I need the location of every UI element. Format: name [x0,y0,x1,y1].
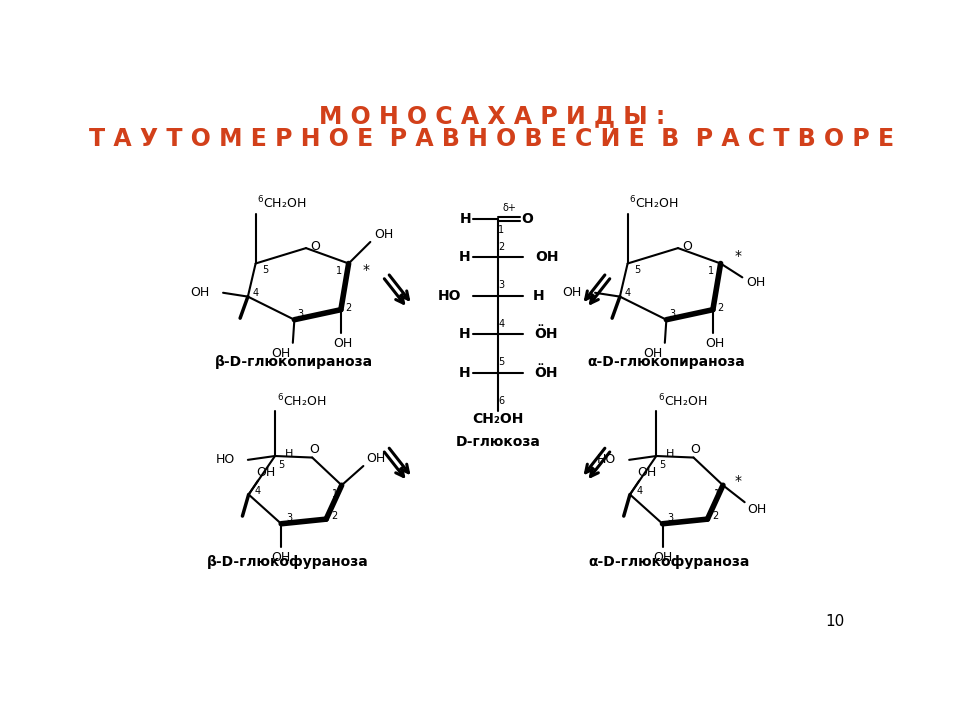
Text: OH: OH [190,287,209,300]
Text: 3: 3 [669,309,676,318]
Text: 4: 4 [252,288,258,298]
Text: $^6$CH₂OH: $^6$CH₂OH [257,195,306,212]
Text: ÖH: ÖH [534,366,558,380]
Text: *: * [734,249,741,263]
Text: O: O [521,212,534,226]
Text: OH: OH [271,347,290,360]
Text: 10: 10 [825,614,844,629]
Text: $^6$CH₂OH: $^6$CH₂OH [658,392,708,409]
Text: OH: OH [536,251,559,264]
Text: CH₂OH: CH₂OH [472,412,524,426]
Text: β-D-глюкопираноза: β-D-глюкопираноза [215,355,373,369]
Text: *: * [362,263,370,276]
Text: 1: 1 [713,490,720,500]
Text: 2: 2 [717,303,724,313]
Text: 3: 3 [298,309,303,318]
Text: 1: 1 [708,266,714,276]
Text: М О Н О С А Х А Р И Д Ы :: М О Н О С А Х А Р И Д Ы : [319,104,665,127]
Text: HO: HO [438,289,461,303]
Text: $^6$CH₂OH: $^6$CH₂OH [276,392,325,409]
Text: 1: 1 [332,490,339,500]
Text: H: H [458,366,469,380]
Text: H: H [285,449,293,459]
Text: 5: 5 [278,460,284,470]
Text: 3: 3 [498,280,504,290]
Text: 4: 4 [625,288,631,298]
Text: HO: HO [215,454,234,467]
Text: *: * [735,474,742,488]
Text: HO: HO [597,454,616,467]
Text: OH: OH [746,276,765,289]
Text: 1: 1 [336,266,343,276]
Text: H: H [532,289,544,303]
Text: β-D-глюкофураноза: β-D-глюкофураноза [206,555,369,570]
Text: OH: OH [333,337,352,350]
Text: D-глюкоза: D-глюкоза [456,435,540,449]
Text: OH: OH [373,228,394,240]
Text: 4: 4 [498,318,504,328]
Text: OH: OH [748,503,767,516]
Text: 1: 1 [498,225,504,235]
Text: OH: OH [705,337,724,350]
Text: O: O [683,240,692,253]
Text: OH: OH [366,452,385,465]
Text: OH: OH [653,551,672,564]
Text: 5: 5 [634,265,640,274]
Text: δ+: δ+ [502,203,516,213]
Text: ÖH: ÖH [534,328,558,341]
Text: 3: 3 [667,513,673,523]
Text: α-D-глюкопираноза: α-D-глюкопираноза [588,355,745,369]
Text: OH: OH [643,347,662,360]
Text: H: H [460,212,471,226]
Text: 4: 4 [255,486,261,495]
Text: 2: 2 [346,303,351,313]
Text: O: O [690,444,700,456]
Text: $^6$CH₂OH: $^6$CH₂OH [629,195,679,212]
Text: 5: 5 [498,357,504,367]
Text: 4: 4 [636,486,642,495]
Text: 2: 2 [712,511,718,521]
Text: OH: OH [272,551,291,564]
Text: H: H [666,449,675,459]
Text: α-D-глюкофураноза: α-D-глюкофураноза [588,555,750,570]
Text: OH: OH [562,287,581,300]
Text: O: O [310,240,321,253]
Text: 5: 5 [262,265,268,274]
Text: OH: OH [637,467,657,480]
Text: OH: OH [256,467,276,480]
Text: 6: 6 [498,395,504,405]
Text: H: H [458,251,469,264]
Text: O: O [309,444,319,456]
Text: 2: 2 [498,241,504,251]
Text: 3: 3 [286,513,292,523]
Text: 5: 5 [660,460,665,470]
Text: Т А У Т О М Е Р Н О Е  Р А В Н О В Е С И Е  В  Р А С Т В О Р Е: Т А У Т О М Е Р Н О Е Р А В Н О В Е С И … [89,127,895,150]
Text: 2: 2 [331,511,337,521]
Text: H: H [458,328,469,341]
